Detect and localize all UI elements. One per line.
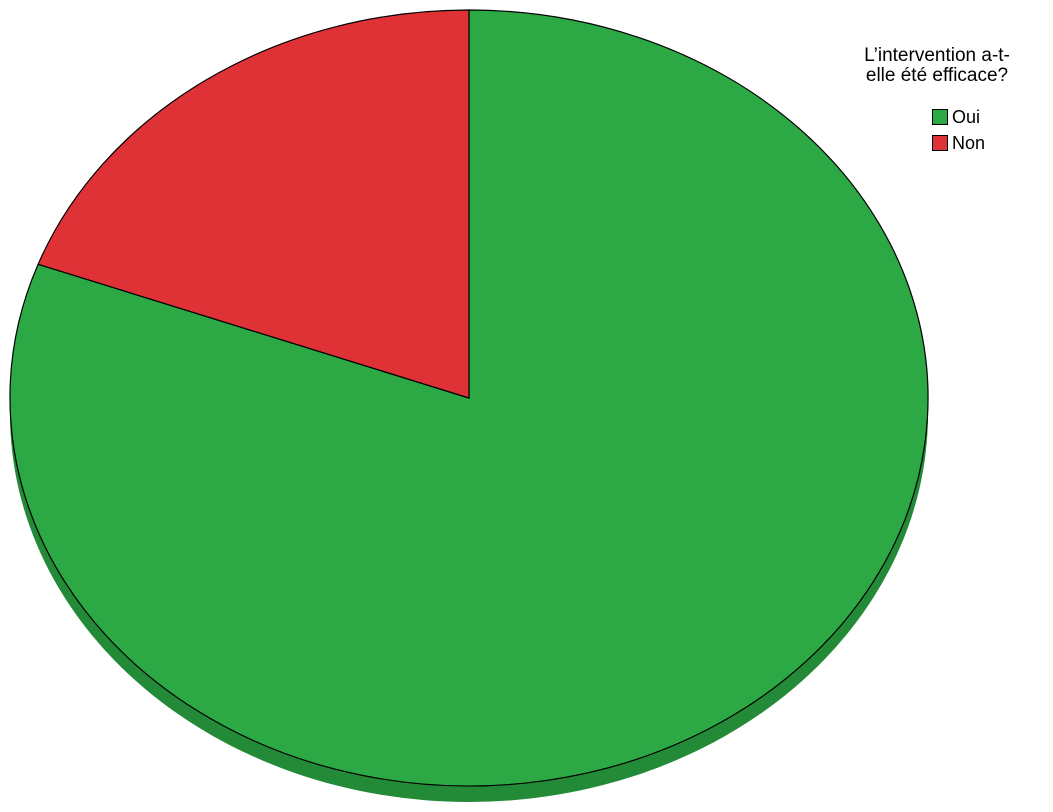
legend-label-oui: Oui: [952, 106, 981, 127]
legend-item-non: Non: [932, 130, 1052, 156]
legend-title: L’intervention a-t-elle été efficace?: [864, 45, 1010, 86]
legend-swatch-oui: [932, 109, 948, 125]
pie-top-layer: [9, 9, 929, 787]
pie-slice-oui: [9, 9, 929, 787]
legend-items: Oui Non: [932, 104, 1052, 156]
legend-swatch-non: [932, 135, 948, 151]
pie-slice-non: [37, 9, 470, 399]
legend: L’intervention a-t-elle été efficace? Ou…: [862, 46, 1052, 156]
legend-label-non: Non: [952, 132, 986, 153]
legend-item-oui: Oui: [932, 104, 1052, 130]
